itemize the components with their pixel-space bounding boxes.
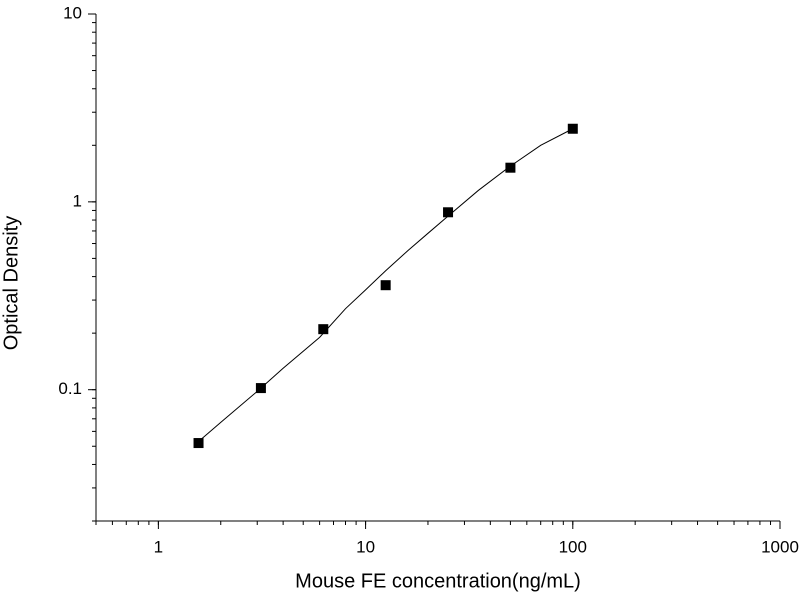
data-point [380, 280, 391, 291]
data-point [505, 162, 516, 173]
y-axis-title: Optical Density [0, 216, 22, 351]
fit-curve [198, 128, 574, 442]
data-point [193, 438, 204, 449]
data-point [318, 324, 329, 335]
x-tick-label: 1 [154, 537, 163, 556]
x-tick-label: 10 [356, 537, 375, 556]
data-point [443, 207, 454, 218]
x-tick-label: 100 [559, 537, 587, 556]
x-tick-label: 1000 [761, 537, 799, 556]
y-tick-label: 10 [63, 3, 82, 22]
y-tick-label: 1 [73, 191, 82, 210]
y-tick-label: 0.1 [58, 379, 82, 398]
x-axis-title: Mouse FE concentration(ng/mL) [295, 570, 581, 592]
